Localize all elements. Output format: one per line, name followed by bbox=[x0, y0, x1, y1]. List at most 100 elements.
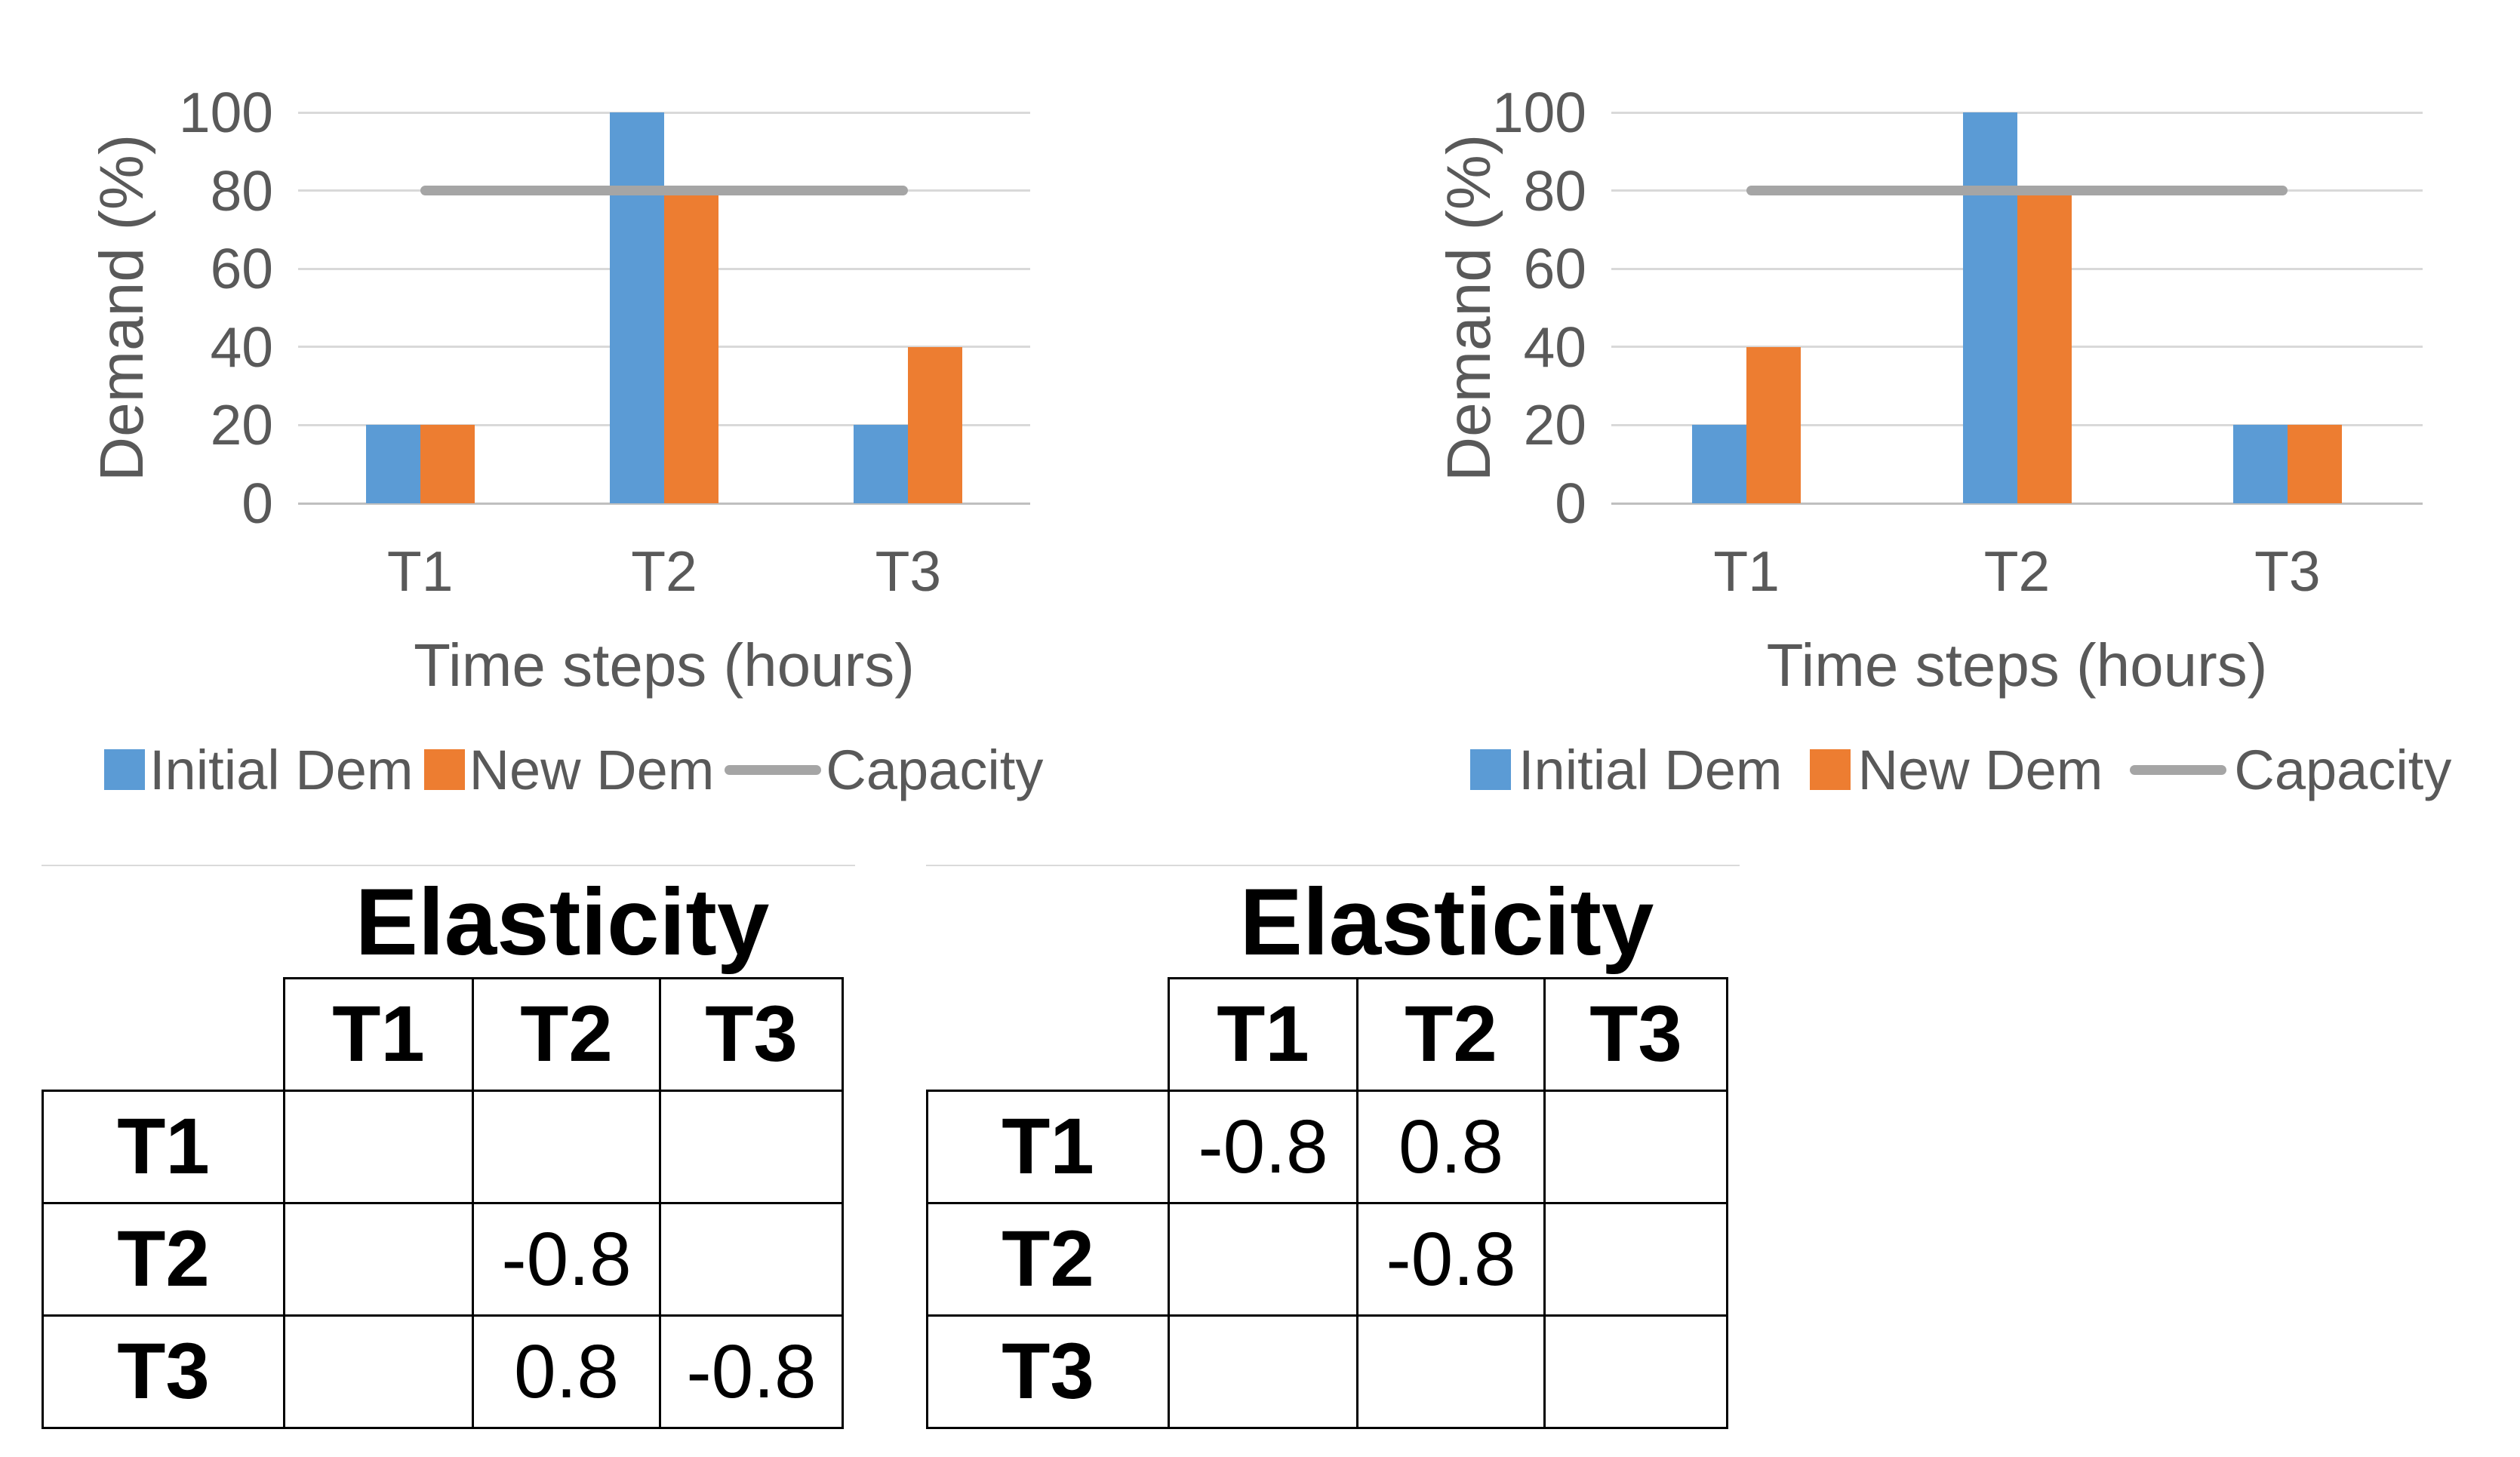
bar-initial-dem-t3 bbox=[854, 425, 909, 503]
legend-item-capacity: Capacity bbox=[2130, 738, 2451, 802]
legend-square-swatch bbox=[104, 749, 145, 790]
x-tick-label: T1 bbox=[1713, 539, 1780, 603]
x-tick-label: T2 bbox=[631, 539, 697, 603]
row-header-t1: T1 bbox=[42, 1090, 285, 1204]
table-title: Elasticity bbox=[1239, 870, 1654, 975]
y-tick-label: 80 bbox=[1523, 158, 1586, 223]
table-cell bbox=[1356, 1314, 1546, 1429]
elasticity-table-right: T1 T2 T3 T1 -0.8 0.8 T2 -0.8 T3 bbox=[926, 977, 1728, 1429]
table-cell bbox=[283, 1314, 474, 1429]
legend-item-initial-dem: Initial Dem bbox=[1470, 738, 1783, 802]
bar-initial-dem-t3 bbox=[2232, 425, 2288, 503]
bar-initial-dem-t1 bbox=[1692, 425, 1747, 503]
table-cell: -0.8 bbox=[659, 1314, 844, 1429]
x-tick-label: T3 bbox=[875, 539, 942, 603]
row-header-t1: T1 bbox=[926, 1090, 1170, 1204]
legend-square-swatch bbox=[423, 749, 465, 790]
table-cell: 0.8 bbox=[472, 1314, 661, 1429]
bar-new-dem-t1 bbox=[1746, 346, 1802, 503]
table-cell: 0.8 bbox=[1356, 1090, 1546, 1204]
x-axis-title: Time steps (hours) bbox=[414, 632, 915, 699]
y-tick-label: 60 bbox=[1523, 237, 1586, 301]
table-cell: -0.8 bbox=[1356, 1202, 1546, 1317]
legend-item-new-dem: New Dem bbox=[1809, 738, 2103, 802]
row-header-t2: T2 bbox=[42, 1202, 285, 1317]
y-tick-label: 0 bbox=[1555, 472, 1586, 535]
legend-square-swatch bbox=[1470, 749, 1511, 790]
x-tick-label: T2 bbox=[1983, 539, 2051, 603]
table-cell bbox=[1168, 1314, 1358, 1429]
bar-new-dem-t2 bbox=[664, 190, 718, 503]
y-tick-label: 100 bbox=[1491, 81, 1586, 144]
table-cell: -0.8 bbox=[472, 1202, 661, 1317]
legend-square-swatch bbox=[1809, 749, 1851, 790]
x-tick-label: T1 bbox=[386, 539, 454, 603]
legend-line-swatch bbox=[2130, 764, 2227, 775]
capacity-line bbox=[420, 186, 909, 196]
y-tick-label: 20 bbox=[1523, 393, 1586, 457]
bar-new-dem-t2 bbox=[2017, 190, 2072, 503]
y-tick-label: 100 bbox=[178, 81, 273, 144]
legend-item-initial-dem: Initial Dem bbox=[104, 738, 414, 802]
bar-initial-dem-t2 bbox=[1962, 112, 2017, 503]
legend-label: Capacity bbox=[2234, 738, 2452, 801]
x-axis-title: Time steps (hours) bbox=[1766, 632, 2268, 699]
gridline-100 bbox=[298, 111, 1030, 114]
y-tick-label: 40 bbox=[210, 315, 273, 379]
table-cell bbox=[1168, 1202, 1358, 1317]
x-tick-label: T3 bbox=[2254, 539, 2321, 603]
bar-initial-dem-t2 bbox=[610, 112, 664, 503]
table-cell bbox=[659, 1202, 844, 1317]
legend-label: Initial Dem bbox=[149, 738, 414, 801]
legend-label: New Dem bbox=[1857, 738, 2103, 801]
y-axis-title: Demand (%) bbox=[1435, 134, 1503, 482]
elasticity-table-left: T1 T2 T3 T1 T2 -0.8 T3 0.8 -0.8 bbox=[42, 977, 844, 1429]
bar-new-dem-t3 bbox=[2287, 425, 2342, 503]
legend-line-swatch bbox=[725, 764, 822, 775]
row-header-t3: T3 bbox=[926, 1314, 1170, 1429]
table-cell bbox=[659, 1090, 844, 1204]
y-tick-label: 60 bbox=[210, 237, 273, 301]
table-cell bbox=[283, 1202, 474, 1317]
y-tick-label: 40 bbox=[1523, 315, 1586, 379]
legend-item-capacity: Capacity bbox=[725, 738, 1043, 802]
capacity-line bbox=[1746, 186, 2288, 196]
legend-label: New Dem bbox=[469, 738, 715, 801]
legend-item-new-dem: New Dem bbox=[423, 738, 715, 802]
col-header-t2: T2 bbox=[472, 977, 661, 1092]
col-header-t1: T1 bbox=[283, 977, 474, 1092]
bar-new-dem-t3 bbox=[908, 346, 963, 503]
y-tick-label: 80 bbox=[210, 158, 273, 223]
corner-cell bbox=[927, 978, 1169, 1091]
bar-initial-dem-t1 bbox=[365, 425, 420, 503]
row-header-t2: T2 bbox=[926, 1202, 1170, 1317]
bar-new-dem-t1 bbox=[420, 425, 475, 503]
col-header-t2: T2 bbox=[1356, 977, 1546, 1092]
y-tick-label: 20 bbox=[210, 393, 273, 457]
col-header-t3: T3 bbox=[1543, 977, 1728, 1092]
elasticity-table-left-panel: Elasticity T1 T2 T3 T1 T2 -0.8 bbox=[42, 865, 855, 1429]
legend: Initial Dem New Dem Capacity bbox=[1470, 736, 2451, 804]
y-tick-label: 0 bbox=[242, 472, 273, 535]
gridline-0 bbox=[1611, 502, 2423, 505]
col-header-t1: T1 bbox=[1168, 977, 1358, 1092]
table-cell bbox=[1543, 1202, 1728, 1317]
corner-cell bbox=[42, 978, 285, 1091]
table-cell: -0.8 bbox=[1168, 1090, 1358, 1204]
elasticity-table-right-panel: Elasticity T1 T2 T3 T1 -0.8 0.8 T2 -0.8 bbox=[926, 865, 1740, 1429]
row-header-t3: T3 bbox=[42, 1314, 285, 1429]
gridline-100 bbox=[1611, 111, 2423, 114]
legend-label: Initial Dem bbox=[1518, 738, 1783, 801]
table-cell bbox=[283, 1090, 474, 1204]
legend-label: Capacity bbox=[826, 738, 1044, 801]
table-cell bbox=[1543, 1090, 1728, 1204]
col-header-t3: T3 bbox=[659, 977, 844, 1092]
table-cell bbox=[1543, 1314, 1728, 1429]
table-cell bbox=[472, 1090, 661, 1204]
legend: Initial Dem New Dem Capacity bbox=[104, 736, 1043, 804]
table-title: Elasticity bbox=[355, 870, 770, 975]
gridline-0 bbox=[298, 502, 1030, 505]
